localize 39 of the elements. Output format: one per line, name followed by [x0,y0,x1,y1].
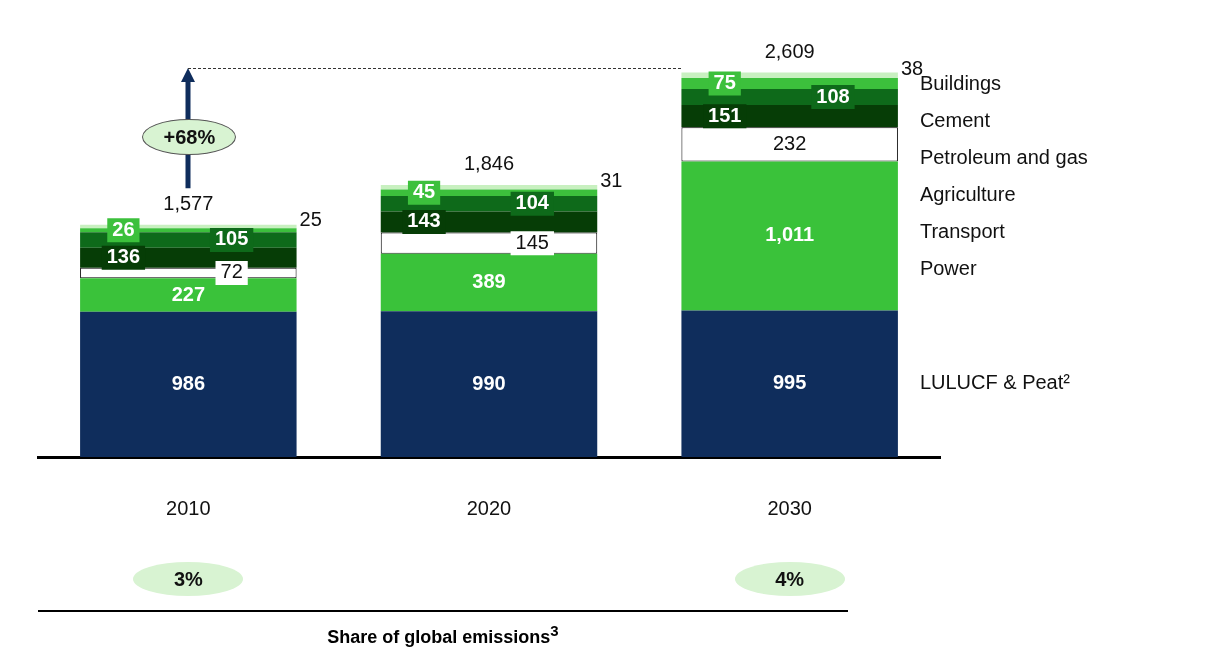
data-label: 1,011 [765,223,815,246]
data-label: 990 [472,371,506,394]
bar [681,310,898,457]
text: 3% [133,562,244,596]
data-label: 104 [515,191,550,214]
text: Share of global emissions$^{3}$ [326,622,560,648]
data-label: 986 [171,371,206,394]
data-label: 108 [816,84,850,107]
series-label: Cement [919,108,991,131]
text: Transport [919,219,1006,242]
total-label: 1,846 [463,152,515,175]
annotation: +68% [142,118,237,155]
data-label: 143 [407,209,441,232]
data-label: 136 [106,245,141,268]
x-tick-label: 2030 [767,496,812,519]
data-label: 227 [171,282,206,305]
data-label: 145 [515,230,549,253]
series-label: LULUCF & Peat² [919,371,1071,394]
text: 4% [734,562,845,596]
x-tick-label: 2010 [166,496,211,519]
text: Petroleum and gas [919,145,1088,168]
data-label: 151 [708,103,742,126]
data-label: 26 [112,217,135,240]
data-label: 31 [600,168,623,191]
data-label: 995 [772,371,807,394]
x-tick-label: 2020 [466,496,512,519]
data-label: 25 [299,208,322,231]
text: Agriculture [919,182,1016,205]
data-label: 75 [713,71,736,94]
data-label: 232 [772,131,807,154]
total-label: 2,609 [764,39,815,62]
total-label: 1,577 [163,192,214,215]
series-label: Power [919,256,977,279]
data-label: 45 [412,180,436,203]
data-label: 105 [214,227,249,250]
data-label: 72 [220,260,243,283]
data-label: 389 [472,270,506,292]
bar [380,311,598,457]
bar [80,311,297,457]
